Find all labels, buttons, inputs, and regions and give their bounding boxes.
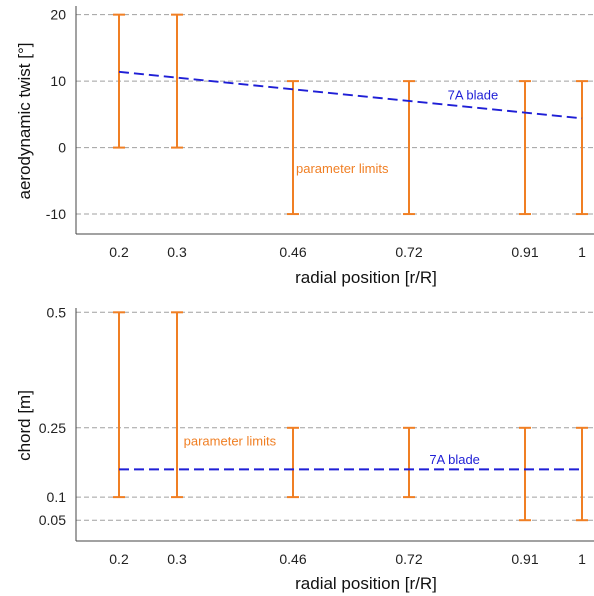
y-tick-label: 0.1 [47, 489, 67, 505]
y-tick-label: 0.05 [39, 512, 66, 528]
x-tick-label: 0.72 [395, 244, 422, 260]
x-tick-label: 0.3 [167, 244, 187, 260]
limits-label: parameter limits [296, 161, 389, 176]
x-tick-label: 0.2 [109, 244, 129, 260]
limits-label: parameter limits [184, 433, 277, 448]
x-axis-label: radial position [r/R] [295, 268, 437, 287]
y-tick-label: 0.5 [47, 304, 67, 320]
x-tick-label: 0.2 [109, 551, 129, 567]
x-tick-label: 1 [578, 244, 586, 260]
y-axis-label: aerodynamic twist [°] [15, 42, 34, 199]
x-axis-label: radial position [r/R] [295, 574, 437, 593]
x-tick-label: 0.46 [279, 244, 306, 260]
blade-label: 7A blade [448, 88, 499, 103]
blade-label: 7A blade [429, 452, 480, 467]
y-axis-label: chord [m] [15, 390, 34, 461]
y-tick-label: 10 [50, 73, 66, 89]
x-tick-label: 1 [578, 551, 586, 567]
x-tick-label: 0.46 [279, 551, 306, 567]
x-tick-label: 0.72 [395, 551, 422, 567]
chord-panel: 0.05 0.1 0.25 0.5 0.2 0.3 0.46 0.72 0.91 1 radial … [15, 304, 594, 593]
x-tick-label: 0.91 [511, 244, 538, 260]
y-tick-label: 20 [50, 7, 66, 23]
twist-panel: -10 0 10 20 0.2 0.3 0.46 0.72 0.91 1 radial positi… [15, 6, 594, 287]
y-tick-label: 0.25 [39, 420, 66, 436]
x-tick-label: 0.91 [511, 551, 538, 567]
y-tick-label: 0 [58, 140, 66, 156]
y-tick-label: -10 [46, 206, 66, 222]
blade-line [118, 70, 583, 120]
x-tick-label: 0.3 [167, 551, 187, 567]
